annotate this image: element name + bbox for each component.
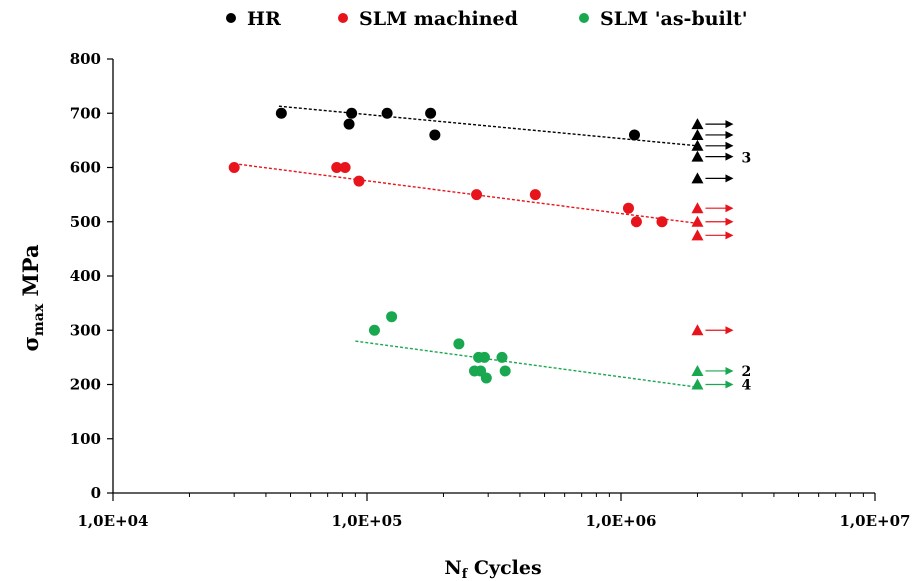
data-point [656, 216, 668, 228]
y-tick-label: 500 [70, 213, 101, 231]
x-tick-label: 1,0E+05 [332, 512, 403, 530]
runout-arrowhead [725, 366, 734, 375]
y-tick-label: 800 [70, 50, 101, 68]
runout-arrowhead [725, 326, 734, 335]
data-point [331, 162, 343, 173]
x-tick-label: 1,0E+06 [586, 512, 657, 530]
runout-count-label: 2 [741, 364, 751, 380]
y-tick-label: 100 [70, 430, 101, 448]
data-point [499, 365, 511, 377]
runout-arrowhead [725, 174, 734, 183]
legend-label: SLM 'as-built' [600, 8, 748, 30]
y-axis-title: σmax MPa [18, 244, 47, 352]
data-point [478, 351, 490, 363]
data-point [368, 324, 380, 336]
data-point [386, 311, 398, 323]
data-point [622, 202, 634, 214]
data-point [353, 175, 365, 187]
trend-line [234, 163, 698, 225]
x-tick-label: 1,0E+04 [78, 512, 149, 530]
runout-triangle [691, 215, 704, 227]
data-point [471, 189, 483, 201]
data-point [346, 107, 358, 119]
data-point [343, 118, 355, 130]
runout-triangle [691, 229, 704, 241]
x-axis-title: Nf Cycles [444, 557, 541, 581]
y-tick-label: 400 [70, 267, 101, 285]
runout-triangle [691, 364, 704, 376]
data-point [453, 338, 465, 350]
runout-arrowhead [725, 130, 734, 139]
runout-arrowhead [725, 152, 734, 161]
runout-arrowhead [725, 380, 734, 389]
legend-marker [579, 13, 589, 23]
data-point [628, 129, 640, 141]
runout-triangle [691, 324, 704, 336]
data-point [275, 107, 287, 119]
runout-triangle [691, 172, 704, 184]
y-tick-label: 700 [70, 104, 101, 122]
y-tick-label: 0 [91, 484, 101, 502]
legend-marker [338, 13, 348, 23]
runout-triangle [691, 202, 704, 214]
y-tick-label: 200 [70, 376, 101, 394]
legend-label: SLM machined [359, 8, 518, 30]
data-point [228, 162, 240, 173]
data-point [429, 129, 441, 141]
data-point [496, 351, 508, 363]
data-points [228, 107, 668, 384]
data-point [425, 107, 437, 119]
y-tick-label: 600 [70, 159, 101, 177]
data-point [339, 162, 351, 173]
runout-markers [691, 118, 734, 390]
annotations: 3 24 [741, 151, 751, 394]
runout-triangle [691, 139, 704, 151]
runout-arrowhead [725, 217, 734, 226]
runout-count-label: 3 [741, 151, 751, 167]
data-point [529, 189, 541, 201]
runout-triangle [691, 150, 704, 162]
y-tick-label: 300 [70, 321, 101, 339]
runout-triangle [691, 128, 704, 140]
runout-triangle [691, 118, 704, 130]
data-point [480, 372, 492, 384]
legend: HR SLM machined SLM 'as-built' [226, 8, 748, 30]
legend-label: HR [247, 8, 281, 30]
trend-line [355, 340, 698, 388]
data-point [630, 216, 642, 228]
runout-triangle [691, 378, 704, 390]
runout-arrowhead [725, 231, 734, 240]
runout-arrowhead [725, 141, 734, 150]
runout-arrowhead [725, 204, 734, 213]
legend-marker [226, 13, 236, 23]
data-point [381, 107, 393, 119]
runout-arrowhead [725, 120, 734, 129]
trendlines [234, 105, 698, 388]
x-tick-label: 1,0E+07 [840, 512, 911, 530]
axes: 0 100 200 300 400 500 600 700 800 1,0E+04 1,0E+05 1… [70, 50, 911, 530]
runout-count-label: 4 [741, 378, 751, 394]
